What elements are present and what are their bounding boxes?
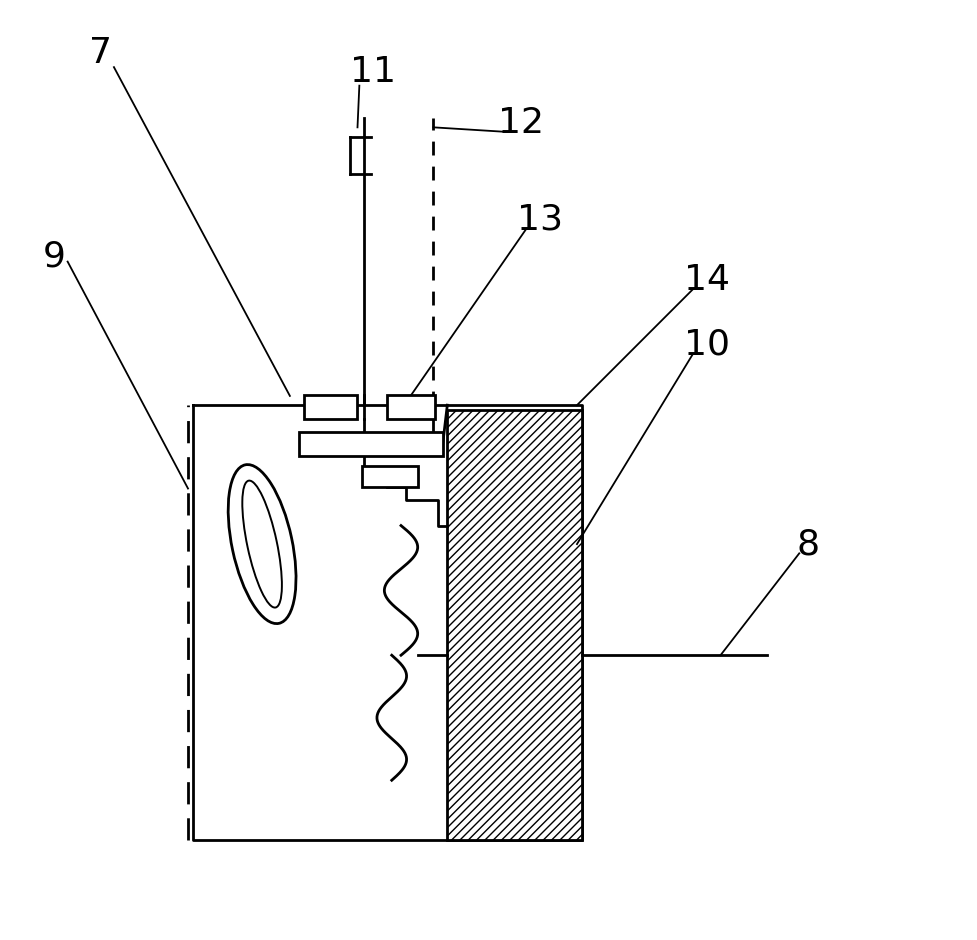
- Text: 14: 14: [683, 263, 729, 297]
- Text: 8: 8: [796, 527, 820, 561]
- Bar: [446, 410, 581, 840]
- Bar: [387, 395, 435, 419]
- Text: 10: 10: [683, 328, 729, 362]
- Text: 7: 7: [89, 37, 111, 70]
- Text: 13: 13: [517, 203, 563, 237]
- Bar: [304, 395, 358, 419]
- Ellipse shape: [242, 480, 281, 607]
- Text: 11: 11: [350, 55, 396, 88]
- Ellipse shape: [228, 464, 296, 623]
- Text: 9: 9: [42, 240, 65, 274]
- Text: 12: 12: [498, 105, 544, 140]
- Bar: [361, 466, 417, 487]
- Bar: [299, 432, 443, 456]
